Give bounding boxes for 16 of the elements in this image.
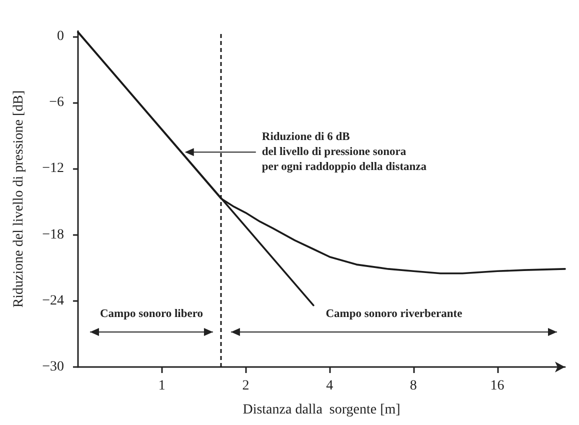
- x-tick-label: 1: [158, 378, 166, 394]
- y-tick-label: −12: [42, 161, 64, 176]
- y-tick-label: −24: [42, 293, 64, 308]
- annotation: Campo sonoro libero: [100, 308, 204, 320]
- y-tick-label: −6: [49, 95, 64, 110]
- y-tick-label: −18: [42, 227, 64, 242]
- x-tick-label: 2: [242, 378, 250, 394]
- annotation: Riduzione di 6 dB del livello di pressione sonora per ogni raddoppio della distanza: [262, 131, 427, 174]
- x-tick-label: 4: [326, 378, 334, 394]
- y-axis-title: Riduzione del livello di pressione [dB]: [12, 90, 26, 308]
- x-tick-label: 16: [490, 378, 504, 394]
- y-tick-label: 0: [57, 29, 64, 44]
- annotation: Campo sonoro riverberante: [326, 308, 462, 320]
- x-axis-title: Distanza dalla sorgente [m]: [242, 402, 400, 418]
- y-tick-label: −30: [42, 360, 64, 374]
- x-tick-label: 8: [410, 378, 417, 394]
